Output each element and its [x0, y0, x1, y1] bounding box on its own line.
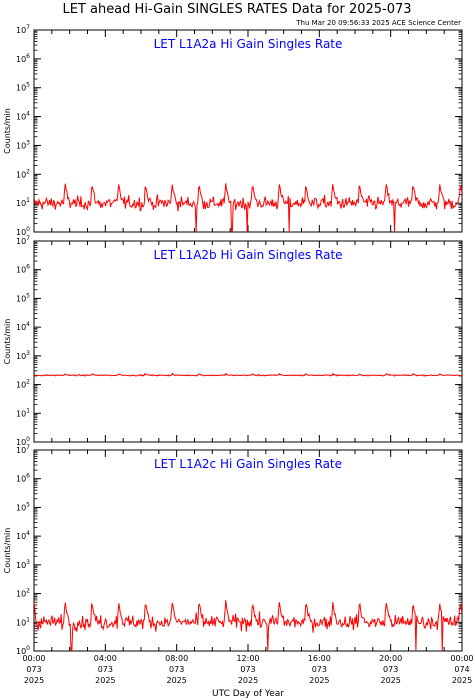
y-tick-label: 107 [16, 24, 30, 35]
x-tick-label: 16:00 [308, 654, 331, 663]
y-tick-exponent: 4 [26, 111, 30, 118]
y-tick-exponent: 0 [26, 436, 30, 443]
y-axis-label: Counts/min [3, 528, 12, 574]
series-line-l1a2c [34, 600, 462, 651]
plot-frame-l1a2b [33, 240, 463, 443]
panel-title-l1a2b: LET L1A2b Hi Gain Singles Rate [153, 248, 342, 262]
x-tick-label: 08:00 [165, 654, 188, 663]
y-tick-exponent: 6 [26, 473, 30, 480]
y-tick-label: 101 [16, 197, 30, 208]
x-axis-label: UTC Day of Year [212, 689, 284, 699]
y-tick-exponent: 3 [26, 350, 30, 357]
series-line-l1a2b [34, 372, 462, 378]
y-tick-exponent: 7 [26, 444, 30, 451]
y-tick-exponent: 2 [26, 168, 30, 175]
y-axis-label: Counts/min [3, 319, 12, 365]
y-tick-exponent: 3 [26, 139, 30, 146]
y-tick-label: 100 [16, 436, 30, 447]
y-tick-exponent: 2 [26, 379, 30, 386]
y-tick-exponent: 0 [26, 645, 30, 652]
y-tick-label: 103 [16, 350, 30, 361]
y-tick-label: 101 [16, 407, 30, 418]
panel-title-l1a2a: LET L1A2a Hi Gain Singles Rate [154, 37, 343, 51]
y-tick-label: 102 [16, 588, 30, 599]
y-tick-label: 100 [16, 645, 30, 656]
y-tick-label: 104 [16, 321, 30, 332]
y-tick-exponent: 5 [26, 82, 30, 89]
y-tick-exponent: 7 [26, 24, 30, 31]
y-tick-label: 104 [16, 530, 30, 541]
x-tick-label: 2025 [238, 676, 258, 685]
x-tick-label: 2025 [309, 676, 329, 685]
y-tick-label: 107 [16, 235, 30, 246]
y-tick-label: 105 [16, 501, 30, 512]
y-tick-label: 103 [16, 559, 30, 570]
series-line-l1a2a [34, 183, 462, 232]
y-tick-label: 104 [16, 111, 30, 122]
y-tick-label: 105 [16, 292, 30, 303]
x-tick-label: 073 [312, 665, 327, 674]
x-tick-label: 2025 [166, 676, 186, 685]
y-tick-label: 106 [16, 473, 30, 484]
y-tick-exponent: 5 [26, 292, 30, 299]
y-tick-label: 105 [16, 82, 30, 93]
y-tick-exponent: 2 [26, 588, 30, 595]
x-tick-label: 2025 [24, 676, 44, 685]
y-tick-exponent: 1 [26, 197, 30, 204]
y-tick-exponent: 7 [26, 235, 30, 242]
generation-timestamp: Thu Mar 20 09:56:33 2025 ACE Science Cen… [295, 19, 461, 27]
y-tick-label: 100 [16, 226, 30, 237]
x-axis-tick-labels: 00:00 073 2025 04:00 073 2025 08:00 073 2025 12:0… [22, 654, 473, 685]
y-tick-label: 107 [16, 444, 30, 455]
x-tick-label: 2025 [380, 676, 400, 685]
y-tick-label: 102 [16, 168, 30, 179]
y-tick-exponent: 0 [26, 226, 30, 233]
y-tick-exponent: 4 [26, 321, 30, 328]
x-tick-label: 00:00 [450, 654, 473, 663]
x-tick-label: 073 [240, 665, 255, 674]
y-tick-exponent: 3 [26, 559, 30, 566]
x-tick-label: 20:00 [379, 654, 402, 663]
x-tick-label: 04:00 [94, 654, 117, 663]
panel-title-l1a2c: LET L1A2c Hi Gain Singles Rate [154, 457, 342, 471]
x-tick-label: 074 [454, 665, 469, 674]
y-tick-label: 103 [16, 139, 30, 150]
x-tick-label: 2025 [452, 676, 472, 685]
x-tick-label: 073 [98, 665, 113, 674]
x-tick-label: 2025 [95, 676, 115, 685]
y-tick-exponent: 6 [26, 264, 30, 271]
y-axis-label: Counts/min [3, 108, 12, 154]
figure-title: LET ahead Hi-Gain SINGLES RATES Data for… [62, 2, 411, 17]
y-tick-exponent: 6 [26, 53, 30, 60]
x-tick-label: 073 [26, 665, 41, 674]
y-tick-label: 106 [16, 53, 30, 64]
x-tick-label: 073 [169, 665, 184, 674]
y-tick-exponent: 4 [26, 530, 30, 537]
x-tick-label: 00:00 [22, 654, 45, 663]
x-tick-label: 12:00 [236, 654, 259, 663]
y-tick-exponent: 5 [26, 501, 30, 508]
x-tick-label: 073 [383, 665, 398, 674]
y-tick-exponent: 1 [26, 616, 30, 623]
y-tick-label: 102 [16, 379, 30, 390]
y-tick-label: 101 [16, 616, 30, 627]
y-tick-label: 106 [16, 264, 30, 275]
y-tick-exponent: 1 [26, 407, 30, 414]
